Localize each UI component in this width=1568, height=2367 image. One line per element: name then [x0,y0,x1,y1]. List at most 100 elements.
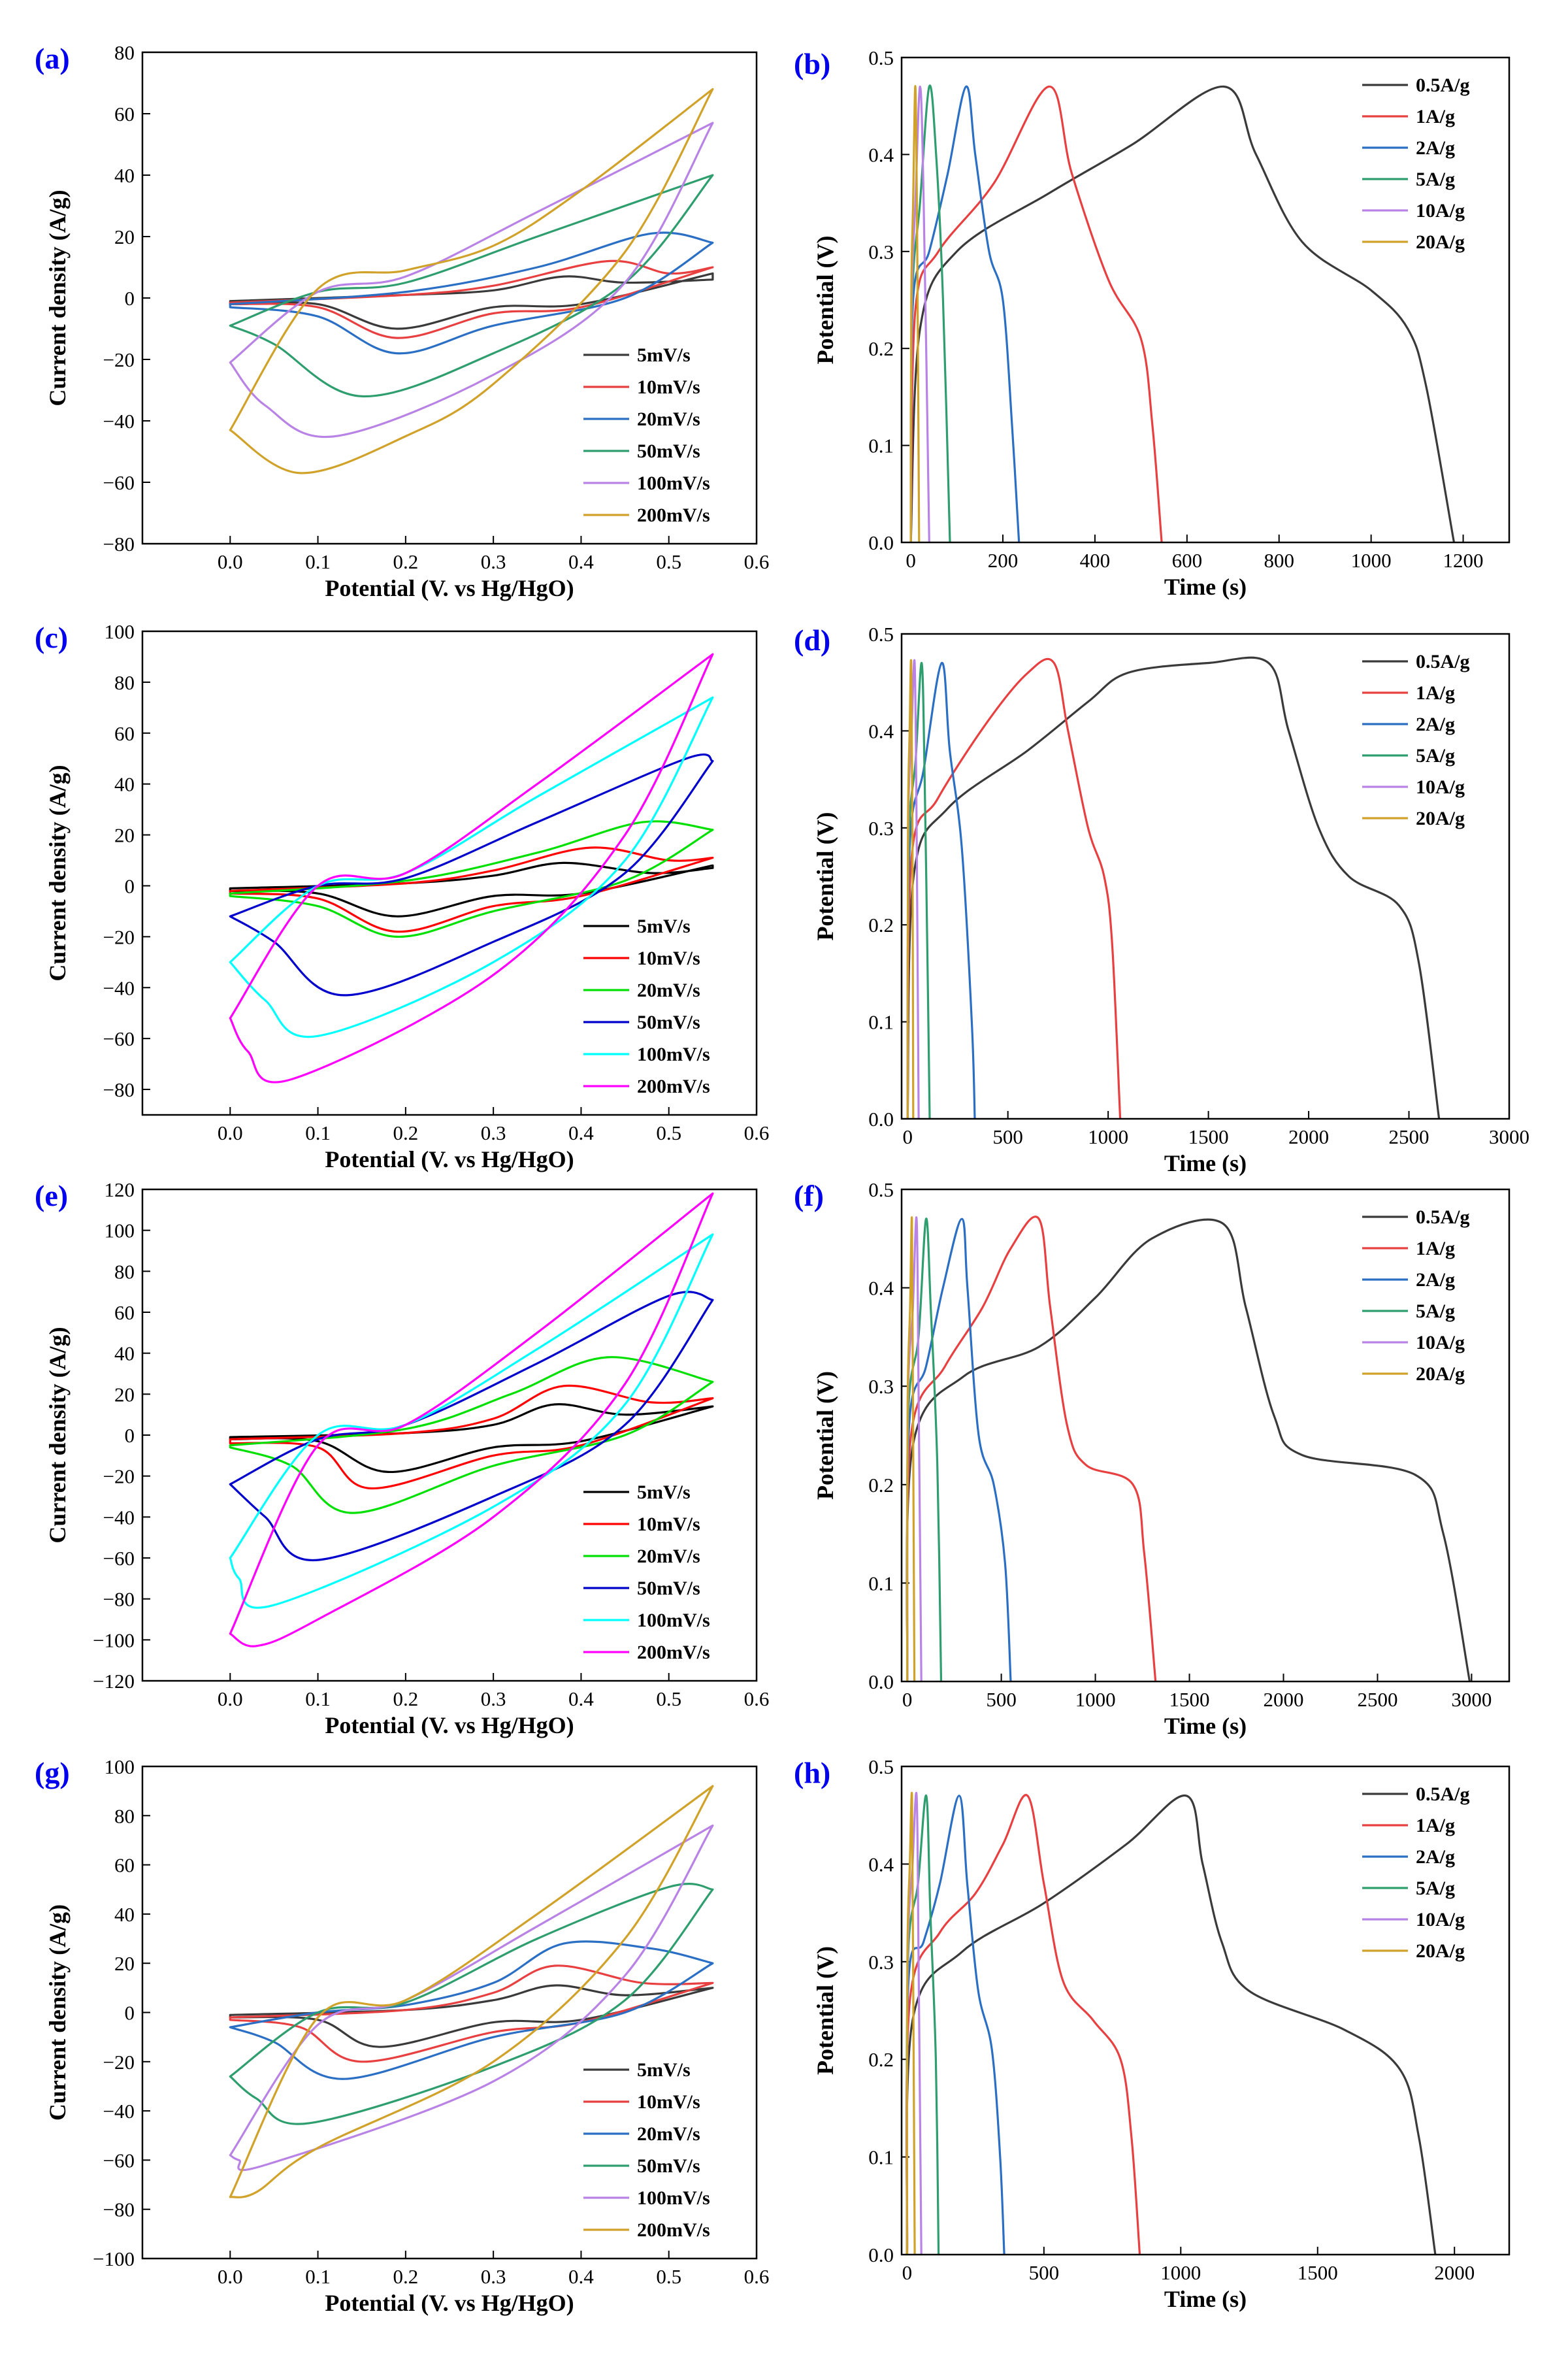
legend-label: 0.5A/g [1416,1206,1470,1228]
x-tick-label: 0.2 [393,550,418,573]
legend-label: 5A/g [1416,1878,1455,1899]
series-line [229,272,714,330]
x-tick-label: 0 [902,1688,913,1711]
legend-label: 20A/g [1416,231,1465,253]
series-line [229,122,714,439]
y-tick-label: 120 [105,1178,135,1201]
series-line [229,1964,714,2063]
series-line [229,653,714,1084]
legend-label: 20mV/s [637,1546,700,1567]
plot-frame [900,1188,1511,1683]
x-tick-label: 0.0 [218,1121,243,1144]
x-axis-label: Potential (V. vs Hg/HgO) [325,575,574,601]
legend-label: 0.5A/g [1416,74,1470,96]
series-line [229,1984,714,2048]
y-tick-label: 0.0 [868,2243,894,2266]
series-line [229,1824,714,2172]
legend-label: 100mV/s [637,2187,710,2209]
x-tick-label: 0.0 [218,1687,243,1710]
x-tick-label: 0.2 [393,1121,418,1144]
x-tick-label: 500 [1029,2261,1060,2284]
x-tick-label: 0.5 [656,2265,681,2288]
legend-label: 10A/g [1416,776,1465,798]
y-tick-label: −80 [103,2198,135,2221]
plot-area [229,653,714,1084]
panel-a: (a) 0.0 0.1 0.2 0.3 0.4 0.5 0.6 −80 −60 −40 −20 0 20 4… [35,41,769,601]
plot-frame [141,1188,758,1682]
y-tick-label: 0.1 [868,2146,894,2169]
x-tick-label: 0.0 [218,550,243,573]
series-line [229,174,714,398]
series-line [229,259,714,339]
legend-label: 200mV/s [637,1076,710,1097]
series-line [229,231,714,355]
y-tick-label: 0.4 [868,720,894,742]
x-tick-label: 0.1 [305,1687,331,1710]
series-line [906,1218,1471,1681]
x-tick-label: 600 [1172,549,1203,572]
legend: 5mV/s 10mV/s 20mV/s 50mV/s 100mV/s 200mV/s [583,916,710,1097]
x-tick-label: 0.4 [568,1687,594,1710]
y-axis-label: Potential (V) [812,812,838,941]
series-line [906,659,915,1119]
y-tick-label: 0 [125,287,135,310]
series-line [229,696,714,1038]
plot-frame [141,630,758,1116]
y-tick-label: 0.5 [868,46,894,69]
series-line [906,1794,1141,2255]
x-tick-label: 2000 [1288,1125,1329,1148]
x-tick-label: 0.4 [568,1121,594,1144]
legend-label: 10A/g [1416,1332,1465,1353]
y-tick-label: 0.2 [868,1474,894,1497]
x-tick-label: 500 [992,1125,1023,1148]
panel-label: (h) [794,1756,830,1789]
x-axis-label: Time (s) [1164,1713,1247,1739]
y-tick-label: 80 [114,41,135,64]
legend-label: 1A/g [1416,106,1455,127]
legend-label: 20A/g [1416,1940,1465,1962]
plot-area [909,84,1456,542]
x-tick-label: 0.6 [744,1121,770,1144]
series-line [229,753,714,997]
x-tick-label: 1000 [1160,2261,1201,2284]
x-axis-label: Time (s) [1164,2286,1247,2312]
legend-label: 5mV/s [637,344,691,366]
y-tick-label: −60 [103,2149,135,2172]
x-tick-label: 1000 [1351,549,1392,572]
x-axis-label: Time (s) [1164,1150,1247,1176]
y-tick-label: 0 [125,1424,135,1447]
x-tick-label: 0.3 [481,1121,506,1144]
y-tick-label: 40 [114,773,135,796]
panel-label: (d) [794,623,830,657]
x-tick-label: 400 [1080,549,1111,572]
y-tick-label: 0.4 [868,143,894,166]
series-line [906,1795,1437,2255]
x-tick-label: 0.6 [744,1687,770,1710]
legend-label: 0.5A/g [1416,1783,1470,1805]
legend-label: 1A/g [1416,682,1455,704]
y-tick-label: 60 [114,103,135,125]
x-tick-label: 800 [1264,549,1294,572]
y-tick-label: −40 [103,1506,135,1529]
y-tick-label: 20 [114,1383,135,1406]
y-tick-label: 0.0 [868,1108,894,1131]
legend: 0.5A/g 1A/g 2A/g 5A/g 10A/g 20A/g [1362,74,1470,253]
y-tick-label: 80 [114,671,135,694]
legend-label: 200mV/s [637,505,710,526]
legend-label: 5A/g [1416,1300,1455,1322]
panel-e: (e) 0.0 0.1 0.2 0.3 0.4 0.5 0.6 −120 −100 −80 −60 −4… [35,1178,769,1738]
plot-area [906,1216,1471,1681]
panel-label: (f) [794,1179,824,1212]
y-tick-label: 0.1 [868,435,894,457]
series-line [906,657,1122,1119]
y-tick-label: −40 [103,2100,135,2123]
legend-label: 10mV/s [637,948,700,969]
x-tick-label: 0.6 [744,550,770,573]
panel-label: (c) [35,621,68,654]
y-tick-label: −40 [103,410,135,433]
y-tick-label: 0 [125,874,135,897]
legend-label: 10mV/s [637,2091,700,2113]
y-tick-label: 20 [114,225,135,248]
legend-label: 100mV/s [637,1610,710,1631]
x-tick-label: 0 [902,1125,913,1148]
